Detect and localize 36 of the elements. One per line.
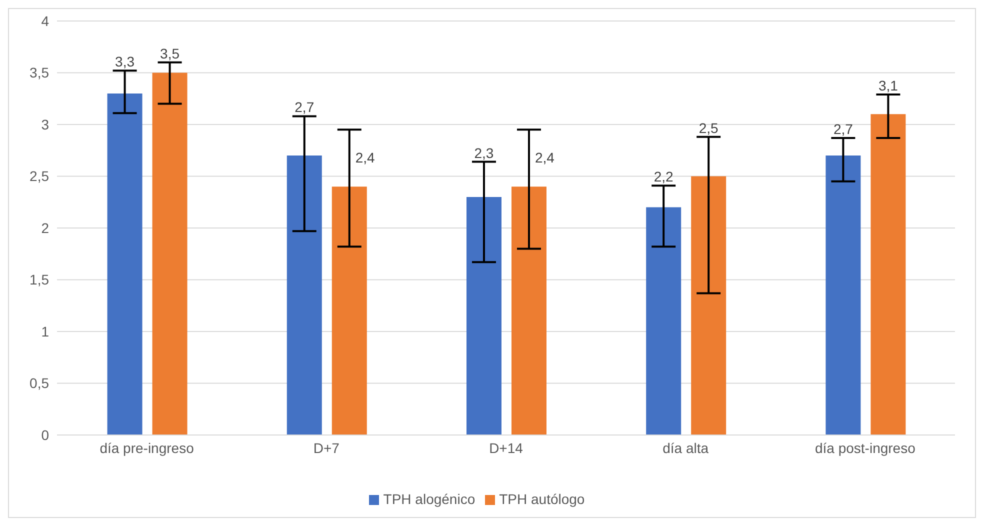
x-tick-label: día pre-ingreso [100, 440, 194, 456]
y-tick-label: 3,5 [30, 64, 50, 81]
bar [107, 93, 142, 435]
bar [826, 156, 861, 435]
y-tick-label: 2,5 [30, 168, 50, 184]
x-tick-label: día post-ingreso [814, 440, 916, 456]
bar [286, 156, 322, 435]
data-label: 2,4 [534, 150, 555, 166]
y-tick-label: 3 [41, 116, 50, 132]
data-label: 2,2 [654, 168, 674, 185]
legend-label: TPH autólogo [499, 491, 585, 507]
data-label: 3,1 [878, 77, 898, 94]
data-label: 2,7 [294, 99, 314, 116]
x-tick-label: D+14 [489, 440, 524, 456]
y-tick-label: 1,5 [30, 272, 50, 288]
bar [691, 176, 726, 435]
bar [466, 196, 502, 435]
y-tick-label: 1 [41, 323, 50, 340]
data-label: 3,3 [115, 54, 135, 70]
y-tick-label: 0 [41, 426, 50, 443]
y-tick-label: 0,5 [30, 375, 50, 392]
bar [646, 207, 682, 435]
bar [870, 114, 906, 435]
x-tick-label: D+7 [313, 440, 340, 456]
bar [332, 186, 367, 435]
data-label: 2,5 [698, 120, 719, 136]
data-label: 2,4 [355, 150, 376, 166]
data-label: 2,7 [833, 120, 854, 137]
y-tick-label: 2 [41, 220, 50, 236]
bar [511, 186, 546, 435]
data-label: 3,5 [160, 45, 180, 62]
data-label: 2,3 [474, 144, 494, 161]
y-tick-label: 4 [41, 12, 50, 29]
x-tick-label: día alta [662, 440, 709, 456]
bar [152, 72, 188, 435]
legend-label: TPH alogénico [383, 491, 476, 507]
